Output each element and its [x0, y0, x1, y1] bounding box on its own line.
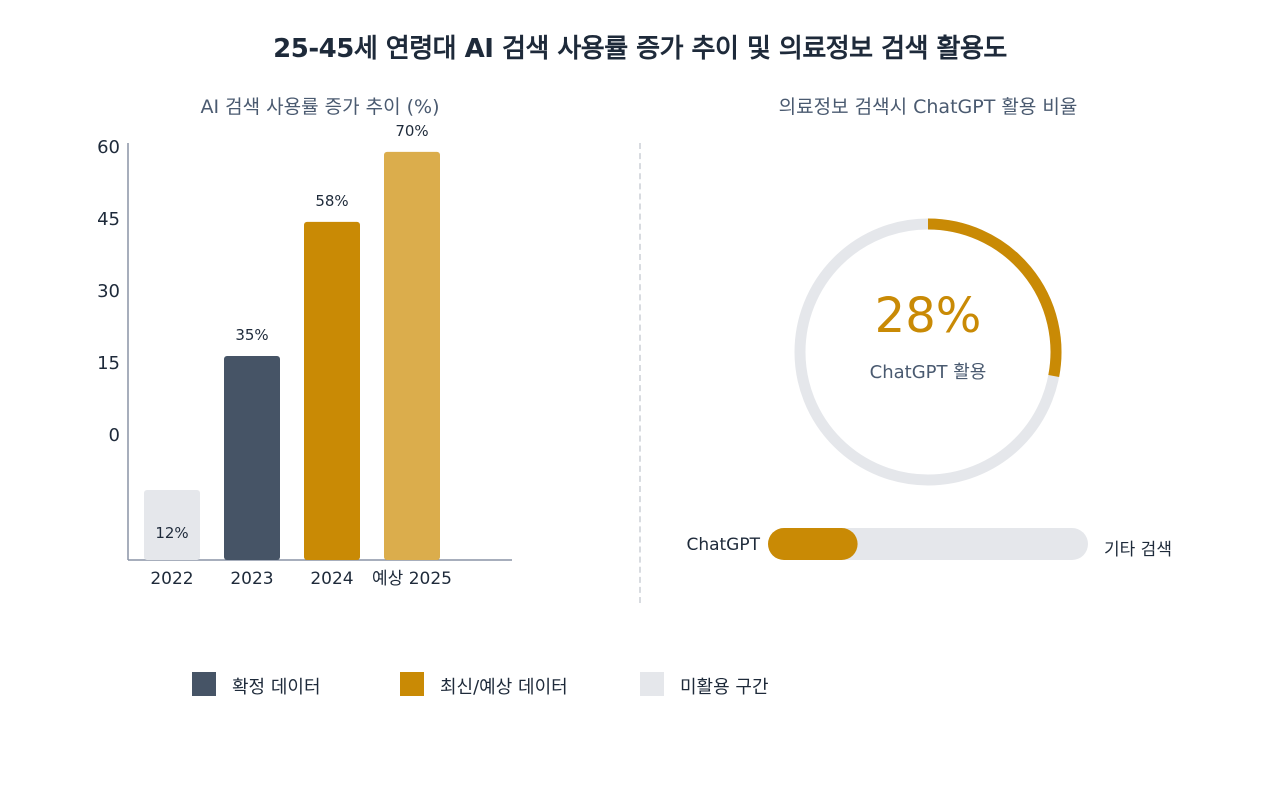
donut-caption: ChatGPT 활용 [869, 362, 987, 383]
y-tick-label-0: 60 [97, 137, 120, 158]
legend: 확정 데이터 최신/예상 데이터 미활용 구간 [0, 672, 1280, 698]
bar-예상-2025 [384, 151, 440, 560]
donut-value-label: 28% [874, 288, 982, 344]
bar-2022 [144, 490, 200, 560]
bar-value-label-1: 35% [235, 326, 268, 344]
x-tick-label-3: 예상 2025 [372, 569, 452, 589]
legend-label-confirmed: 확정 데이터 [232, 677, 321, 698]
main-title: 25-45세 연령대 AI 검색 사용률 증가 추이 및 의료정보 검색 활용도 [273, 34, 1007, 64]
bar-value-label-3: 70% [395, 122, 428, 140]
donut-chart-title: 의료정보 검색시 ChatGPT 활용 비율 [778, 96, 1078, 118]
share-bar-fill-chatgpt [768, 528, 858, 560]
share-bar-left-label: ChatGPT [686, 535, 760, 555]
legend-swatch-confirmed [192, 672, 216, 696]
legend-label-recent: 최신/예상 데이터 [440, 677, 568, 698]
x-tick-label-2: 2024 [310, 569, 353, 589]
share-bar-right-label: 기타 검색 [1104, 540, 1172, 560]
bar-2024 [304, 221, 360, 561]
x-tick-label-0: 2022 [150, 569, 193, 589]
bar-2023 [224, 355, 280, 560]
x-tick-label-1: 2023 [230, 569, 273, 589]
y-tick-label-4: 0 [109, 425, 120, 446]
legend-swatch-unused [640, 672, 664, 696]
donut-arc-chatgpt [927, 218, 1062, 378]
legend-label-unused: 미활용 구간 [680, 677, 769, 698]
y-tick-label-1: 45 [97, 209, 120, 230]
legend-swatch-recent [400, 672, 424, 696]
bar-value-label-2: 58% [315, 192, 348, 210]
y-tick-label-2: 30 [97, 281, 120, 302]
panel-divider [639, 143, 641, 603]
bar-value-label-0: 12% [155, 524, 188, 542]
bar-chart-title: AI 검색 사용률 증가 추이 (%) [200, 96, 440, 118]
y-tick-label-3: 15 [97, 353, 120, 374]
